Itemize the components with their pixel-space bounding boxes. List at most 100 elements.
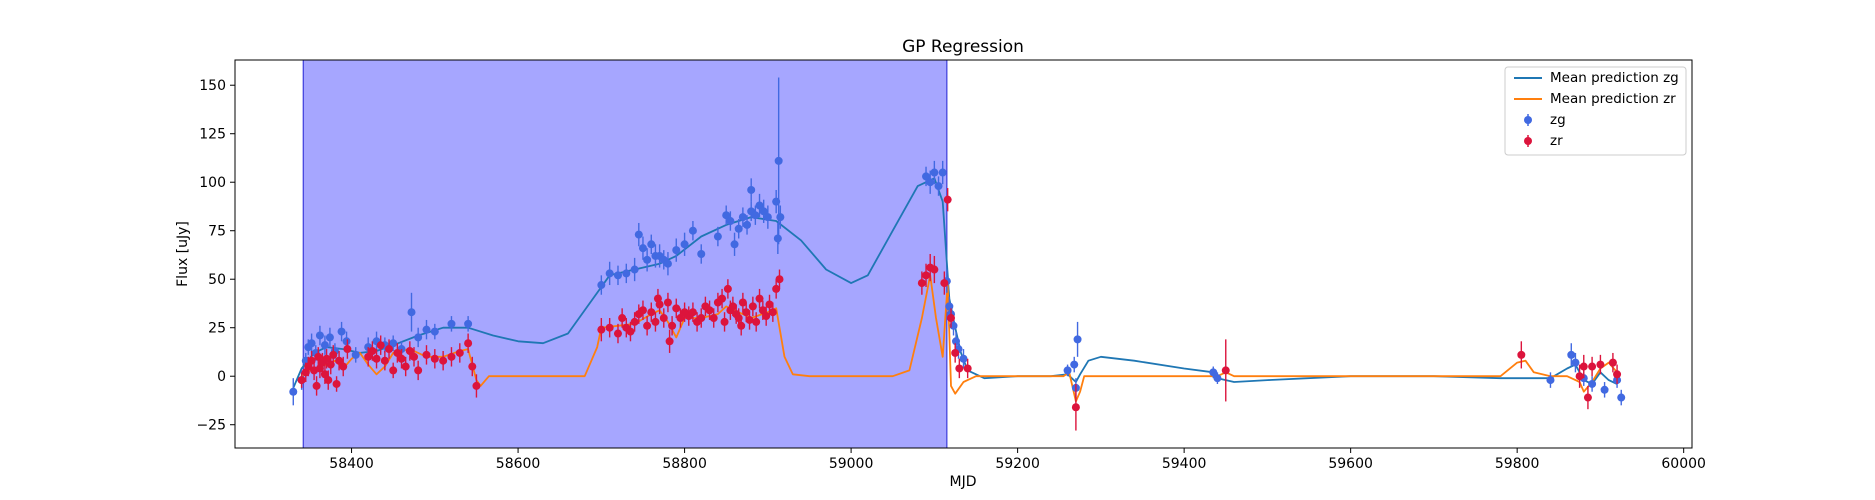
data-point-zg: [325, 333, 334, 342]
x-tick-label: 59000: [829, 456, 874, 472]
data-point-zg: [1600, 385, 1609, 394]
data-point-zr: [304, 362, 313, 371]
x-axis-label: MJD: [950, 474, 977, 490]
data-point-zr: [672, 304, 681, 313]
data-point-zr: [955, 364, 964, 373]
data-point-zg: [638, 244, 647, 253]
data-point-zr: [659, 314, 668, 323]
data-point-zg: [647, 240, 656, 249]
data-point-zg: [751, 211, 760, 220]
data-point-zg: [447, 319, 456, 328]
data-point-zr: [651, 317, 660, 326]
data-point-zg: [1073, 335, 1082, 344]
data-point-zr: [940, 279, 949, 288]
data-point-zg: [430, 327, 439, 336]
data-point-zg: [315, 331, 324, 340]
data-point-zr: [1071, 403, 1080, 412]
shaded-time-region: [303, 60, 947, 448]
data-point-zr: [372, 354, 381, 363]
data-point-zr: [410, 352, 419, 361]
data-point-zg: [776, 213, 785, 222]
data-point-zr: [745, 315, 754, 324]
y-tick-label: 0: [217, 369, 226, 385]
data-point-zr: [401, 362, 410, 371]
data-point-zr: [312, 381, 321, 390]
data-point-zg: [959, 354, 968, 363]
data-point-zg: [922, 172, 931, 181]
data-point-zg: [407, 308, 416, 317]
data-point-zg: [613, 271, 622, 280]
data-point-zr: [1613, 370, 1622, 379]
data-point-zg: [1546, 376, 1555, 385]
data-point-zr: [728, 302, 737, 311]
data-point-zr: [618, 314, 627, 323]
x-tick-label: 59800: [1495, 456, 1540, 472]
data-point-zg: [945, 302, 954, 311]
data-point-zg: [672, 246, 681, 255]
data-point-zg: [342, 337, 351, 346]
chart-title: GP Regression: [902, 37, 1024, 57]
data-point-zr: [364, 352, 373, 361]
data-point-zr: [389, 366, 398, 375]
data-point-zr: [368, 347, 377, 355]
data-point-zr: [718, 294, 727, 303]
data-point-zr: [597, 325, 606, 334]
data-point-zg: [643, 255, 652, 264]
legend-label-zr: zr: [1550, 133, 1563, 149]
data-point-zg: [688, 226, 697, 235]
data-point-zr: [324, 376, 333, 385]
data-point-zr: [439, 356, 448, 365]
data-point-zg: [307, 339, 316, 348]
data-point-zr: [709, 314, 718, 323]
data-point-zr: [738, 298, 747, 307]
data-point-zr: [339, 362, 348, 371]
data-point-zg: [464, 319, 473, 328]
data-point-zr: [688, 308, 697, 317]
legend: Mean prediction zg Mean prediction zr zg…: [1504, 66, 1687, 156]
x-tick-label: 60000: [1661, 456, 1706, 472]
data-point-zr: [385, 345, 394, 354]
data-point-zg: [759, 207, 768, 216]
data-point-zr: [332, 379, 341, 388]
data-point-zr: [1517, 350, 1526, 359]
y-tick-label: 25: [208, 321, 226, 337]
data-point-zr: [397, 354, 406, 363]
data-point-zg: [726, 217, 735, 226]
data-point-zg: [730, 240, 739, 249]
data-point-zr: [737, 321, 746, 330]
y-tick-label: −25: [196, 418, 226, 434]
data-point-zg: [630, 265, 639, 274]
data-point-zr: [1579, 362, 1588, 371]
x-tick-label: 59200: [995, 456, 1040, 472]
data-point-zg: [734, 224, 743, 233]
data-point-zr: [720, 317, 729, 326]
data-point-zr: [335, 356, 344, 365]
data-point-zg: [938, 168, 947, 177]
data-point-zg: [747, 185, 756, 194]
data-point-zr: [762, 312, 771, 321]
data-point-zg: [774, 156, 783, 165]
data-point-zg: [605, 269, 614, 278]
y-axis: −25 0 25 50 75 100 125 150: [196, 78, 235, 434]
data-point-zg: [934, 182, 943, 191]
data-point-zr: [405, 347, 414, 355]
data-point-zg: [773, 234, 782, 243]
data-point-zg: [763, 213, 772, 222]
data-point-zr: [455, 348, 464, 357]
data-point-zr: [943, 195, 952, 204]
data-point-zr: [472, 381, 481, 390]
data-point-zr: [643, 321, 652, 330]
data-point-zr: [963, 364, 972, 373]
data-point-zg: [1213, 374, 1222, 383]
data-point-zr: [768, 308, 777, 317]
data-point-zr: [930, 265, 939, 274]
data-point-zr: [414, 366, 423, 375]
y-tick-label: 100: [199, 175, 226, 191]
data-point-zr: [613, 329, 622, 338]
x-tick-label: 59600: [1328, 456, 1373, 472]
data-point-zr: [630, 317, 639, 326]
data-point-zg: [722, 211, 731, 220]
x-tick-label: 58800: [662, 456, 707, 472]
data-point-zg: [1571, 358, 1580, 367]
